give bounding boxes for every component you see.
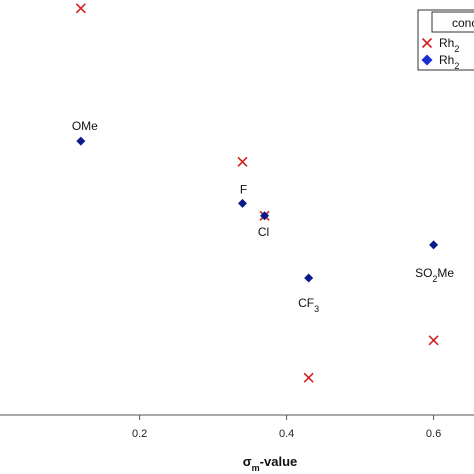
legend-entry-label: Rh2 — [439, 36, 459, 54]
diamond-marker — [304, 273, 314, 283]
x-tick-label: 0.2 — [132, 428, 147, 440]
x-tick-label: 0.4 — [279, 428, 294, 440]
x-marker — [421, 37, 433, 49]
x-axis-title: σm-value — [243, 454, 298, 473]
diamond-marker — [421, 54, 433, 66]
point-label: Cl — [258, 225, 269, 239]
diamond-marker — [260, 211, 270, 221]
point-label: F — [240, 182, 247, 196]
point-label: SO2Me — [415, 266, 454, 284]
x-marker — [75, 3, 86, 14]
x-tick-label: 0.6 — [426, 428, 441, 440]
point-label: OMe — [72, 119, 98, 133]
point-labels: MeHOMeFClCF3SO2Me — [72, 119, 455, 314]
legend-title-box — [431, 11, 474, 33]
diamond-marker — [429, 240, 439, 250]
x-marker — [237, 156, 248, 167]
legend-title: conc — [452, 16, 474, 30]
point-label: CF3 — [298, 296, 319, 314]
x-marker — [428, 335, 439, 346]
diamond-marker — [238, 198, 248, 208]
axes: 0.2 0.4 0.6 — [0, 414, 474, 440]
diamond-marker — [76, 136, 86, 146]
legend-entry-label: Rh2 — [439, 53, 459, 71]
data-marks — [75, 3, 439, 383]
x-marker — [303, 372, 314, 383]
